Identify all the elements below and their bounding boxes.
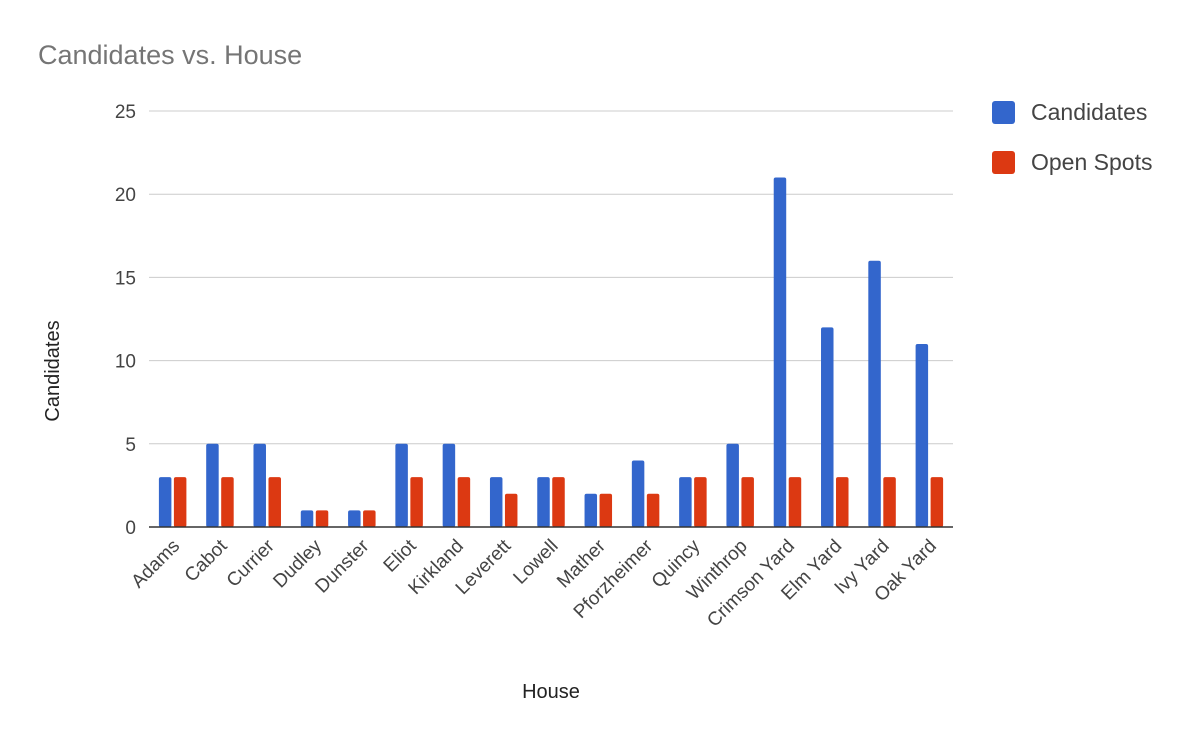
legend-swatch	[992, 151, 1015, 174]
bar-candidates	[158, 477, 172, 527]
bar-candidates	[395, 443, 408, 527]
bar-candidates	[679, 477, 692, 527]
bar-open-spots	[363, 510, 376, 527]
bars	[158, 177, 944, 527]
bar-candidates	[726, 443, 739, 527]
bar-candidates	[300, 510, 314, 527]
bar-open-spots	[457, 477, 471, 527]
bar-open-spots	[221, 477, 234, 527]
bar-candidates	[915, 343, 929, 527]
y-tick-label: 20	[115, 185, 136, 206]
bar-candidates	[253, 443, 266, 527]
legend: Candidates Open Spots	[992, 99, 1152, 175]
x-tick-label: Lowell	[510, 536, 563, 589]
y-tick-label: 5	[125, 435, 136, 456]
y-tick-label: 15	[115, 268, 136, 289]
bar-candidates	[773, 177, 787, 527]
x-tick-label: Adams	[128, 536, 185, 593]
bar-open-spots	[646, 493, 660, 527]
bar-candidates	[442, 443, 456, 527]
bar-candidates	[206, 443, 219, 527]
bar-candidates	[584, 493, 598, 527]
y-axis-label: Candidates	[42, 320, 64, 421]
bar-open-spots	[552, 477, 565, 527]
bar-open-spots	[599, 493, 613, 527]
bar-open-spots	[883, 477, 896, 527]
y-tick-label: 10	[115, 352, 136, 373]
bar-candidates	[868, 260, 881, 527]
bar-open-spots	[694, 477, 707, 527]
bar-open-spots	[173, 477, 187, 527]
legend-label: Candidates	[1031, 99, 1147, 125]
legend-swatch	[992, 101, 1015, 124]
bar-open-spots	[410, 477, 423, 527]
y-tick-label: 25	[115, 102, 136, 123]
bar-open-spots	[504, 493, 518, 527]
y-tick-label: 0	[125, 518, 136, 539]
bar-open-spots	[741, 477, 754, 527]
chart-title: Candidates vs. House	[38, 40, 302, 70]
y-axis-ticks: 0 5 10 15 20 25	[115, 102, 136, 539]
bar-open-spots	[788, 477, 802, 527]
bar-candidates	[348, 510, 361, 527]
x-tick-label: Dunster	[311, 535, 373, 597]
bar-open-spots	[836, 477, 849, 527]
legend-label: Open Spots	[1031, 149, 1152, 175]
bar-candidates	[631, 460, 645, 527]
x-tick-label: Eliot	[380, 535, 421, 576]
bar-candidates	[821, 327, 834, 527]
bar-open-spots	[930, 477, 944, 527]
bar-open-spots	[268, 477, 281, 527]
bar-open-spots	[315, 510, 329, 527]
x-axis-label: House	[522, 681, 580, 703]
gridlines	[149, 110, 953, 445]
x-tick-label: Currier	[223, 535, 279, 591]
bar-candidates	[489, 477, 503, 527]
bar-candidates	[537, 477, 550, 527]
